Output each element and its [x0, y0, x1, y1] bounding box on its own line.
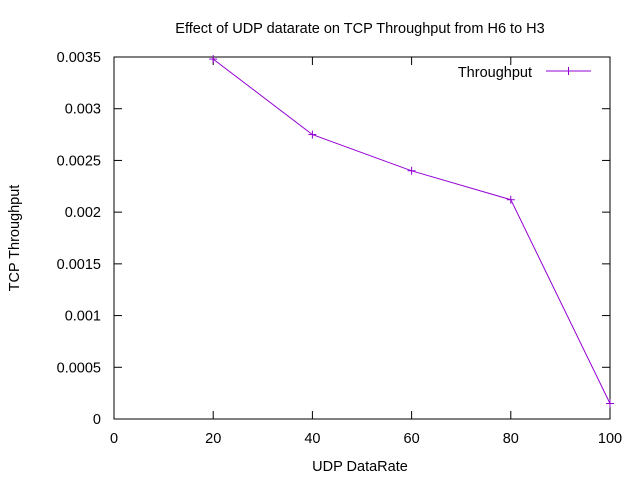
- y-tick-label: 0.001: [65, 309, 101, 325]
- data-point: [209, 55, 218, 64]
- data-point: [308, 130, 317, 139]
- y-tick-label: 0.002: [65, 205, 101, 221]
- x-tick-label: 60: [404, 431, 420, 447]
- data-point: [606, 399, 614, 408]
- data-point: [506, 195, 515, 204]
- data-point: [407, 166, 416, 175]
- legend-label: Throughput: [458, 65, 532, 81]
- legend: Throughput: [458, 65, 591, 81]
- x-tick-label: 40: [304, 431, 320, 447]
- y-tick-label: 0: [93, 412, 101, 428]
- x-tick-label: 100: [598, 431, 622, 447]
- plot-frame: [113, 56, 611, 420]
- x-axis: 0 20 40 60 80 100: [110, 57, 622, 447]
- series-layer: [209, 55, 614, 408]
- y-tick-label: 0.0035: [57, 50, 101, 66]
- x-tick-label: 20: [205, 431, 221, 447]
- y-tick-label: 0.0005: [57, 360, 101, 376]
- chart-title: Effect of UDP datarate on TCP Throughput…: [175, 21, 544, 37]
- x-axis-label: UDP DataRate: [312, 459, 408, 475]
- y-tick-label: 0.0025: [57, 153, 101, 169]
- x-tick-label: 0: [110, 431, 118, 447]
- y-axis-label: TCP Throughput: [7, 185, 23, 292]
- y-tick-label: 0.0015: [57, 257, 101, 273]
- y-tick-label: 0.003: [65, 102, 101, 118]
- y-axis: 0 0.0005 0.001 0.0015 0.002 0.0025 0.003 0.0035: [57, 50, 610, 428]
- x-tick-label: 80: [503, 431, 519, 447]
- legend-marker: [564, 67, 573, 75]
- series-line: [212, 58, 611, 404]
